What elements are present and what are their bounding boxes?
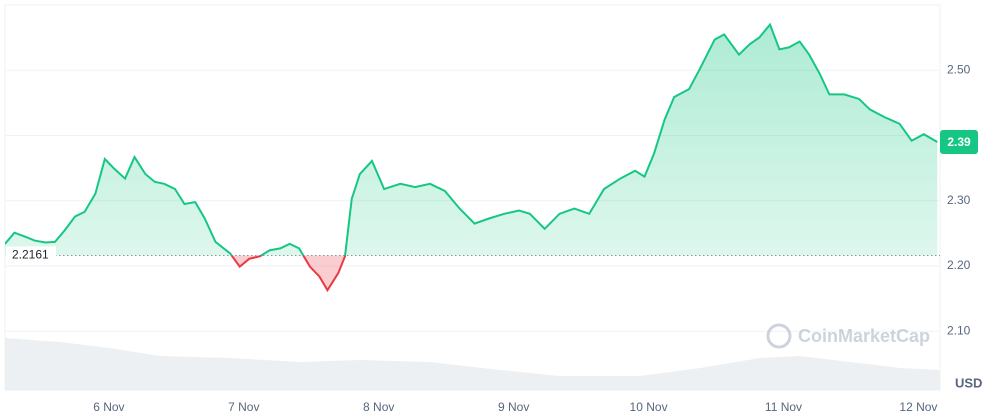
x-tick-label: 12 Nov (899, 400, 937, 414)
area-up (5, 24, 938, 256)
price-line-up (5, 22, 938, 256)
x-tick-label: 6 Nov (93, 400, 124, 414)
x-tick-label: 9 Nov (498, 400, 529, 414)
marks (5, 22, 940, 293)
x-tick-label: 8 Nov (363, 400, 394, 414)
x-tick-label: 11 Nov (765, 400, 802, 414)
unit-label: USD (955, 375, 982, 390)
reference-label-bg (6, 246, 56, 265)
y-tick-label: 2.30 (947, 193, 971, 207)
area-down (231, 255, 346, 291)
y-tick-label: 2.50 (947, 62, 971, 76)
reference-label: 2.2161 (12, 248, 49, 262)
volume-area (5, 338, 940, 390)
watermark: CoinMarketCap (766, 323, 930, 349)
watermark-text: CoinMarketCap (798, 326, 930, 346)
y-tick-label: 2.20 (947, 258, 971, 272)
current-value-badge (940, 130, 978, 155)
x-tick-label: 7 Nov (228, 400, 259, 414)
y-tick-label: 2.10 (947, 323, 971, 337)
current-value-label: 2.39 (947, 135, 971, 149)
x-tick-label: 10 Nov (630, 400, 668, 414)
